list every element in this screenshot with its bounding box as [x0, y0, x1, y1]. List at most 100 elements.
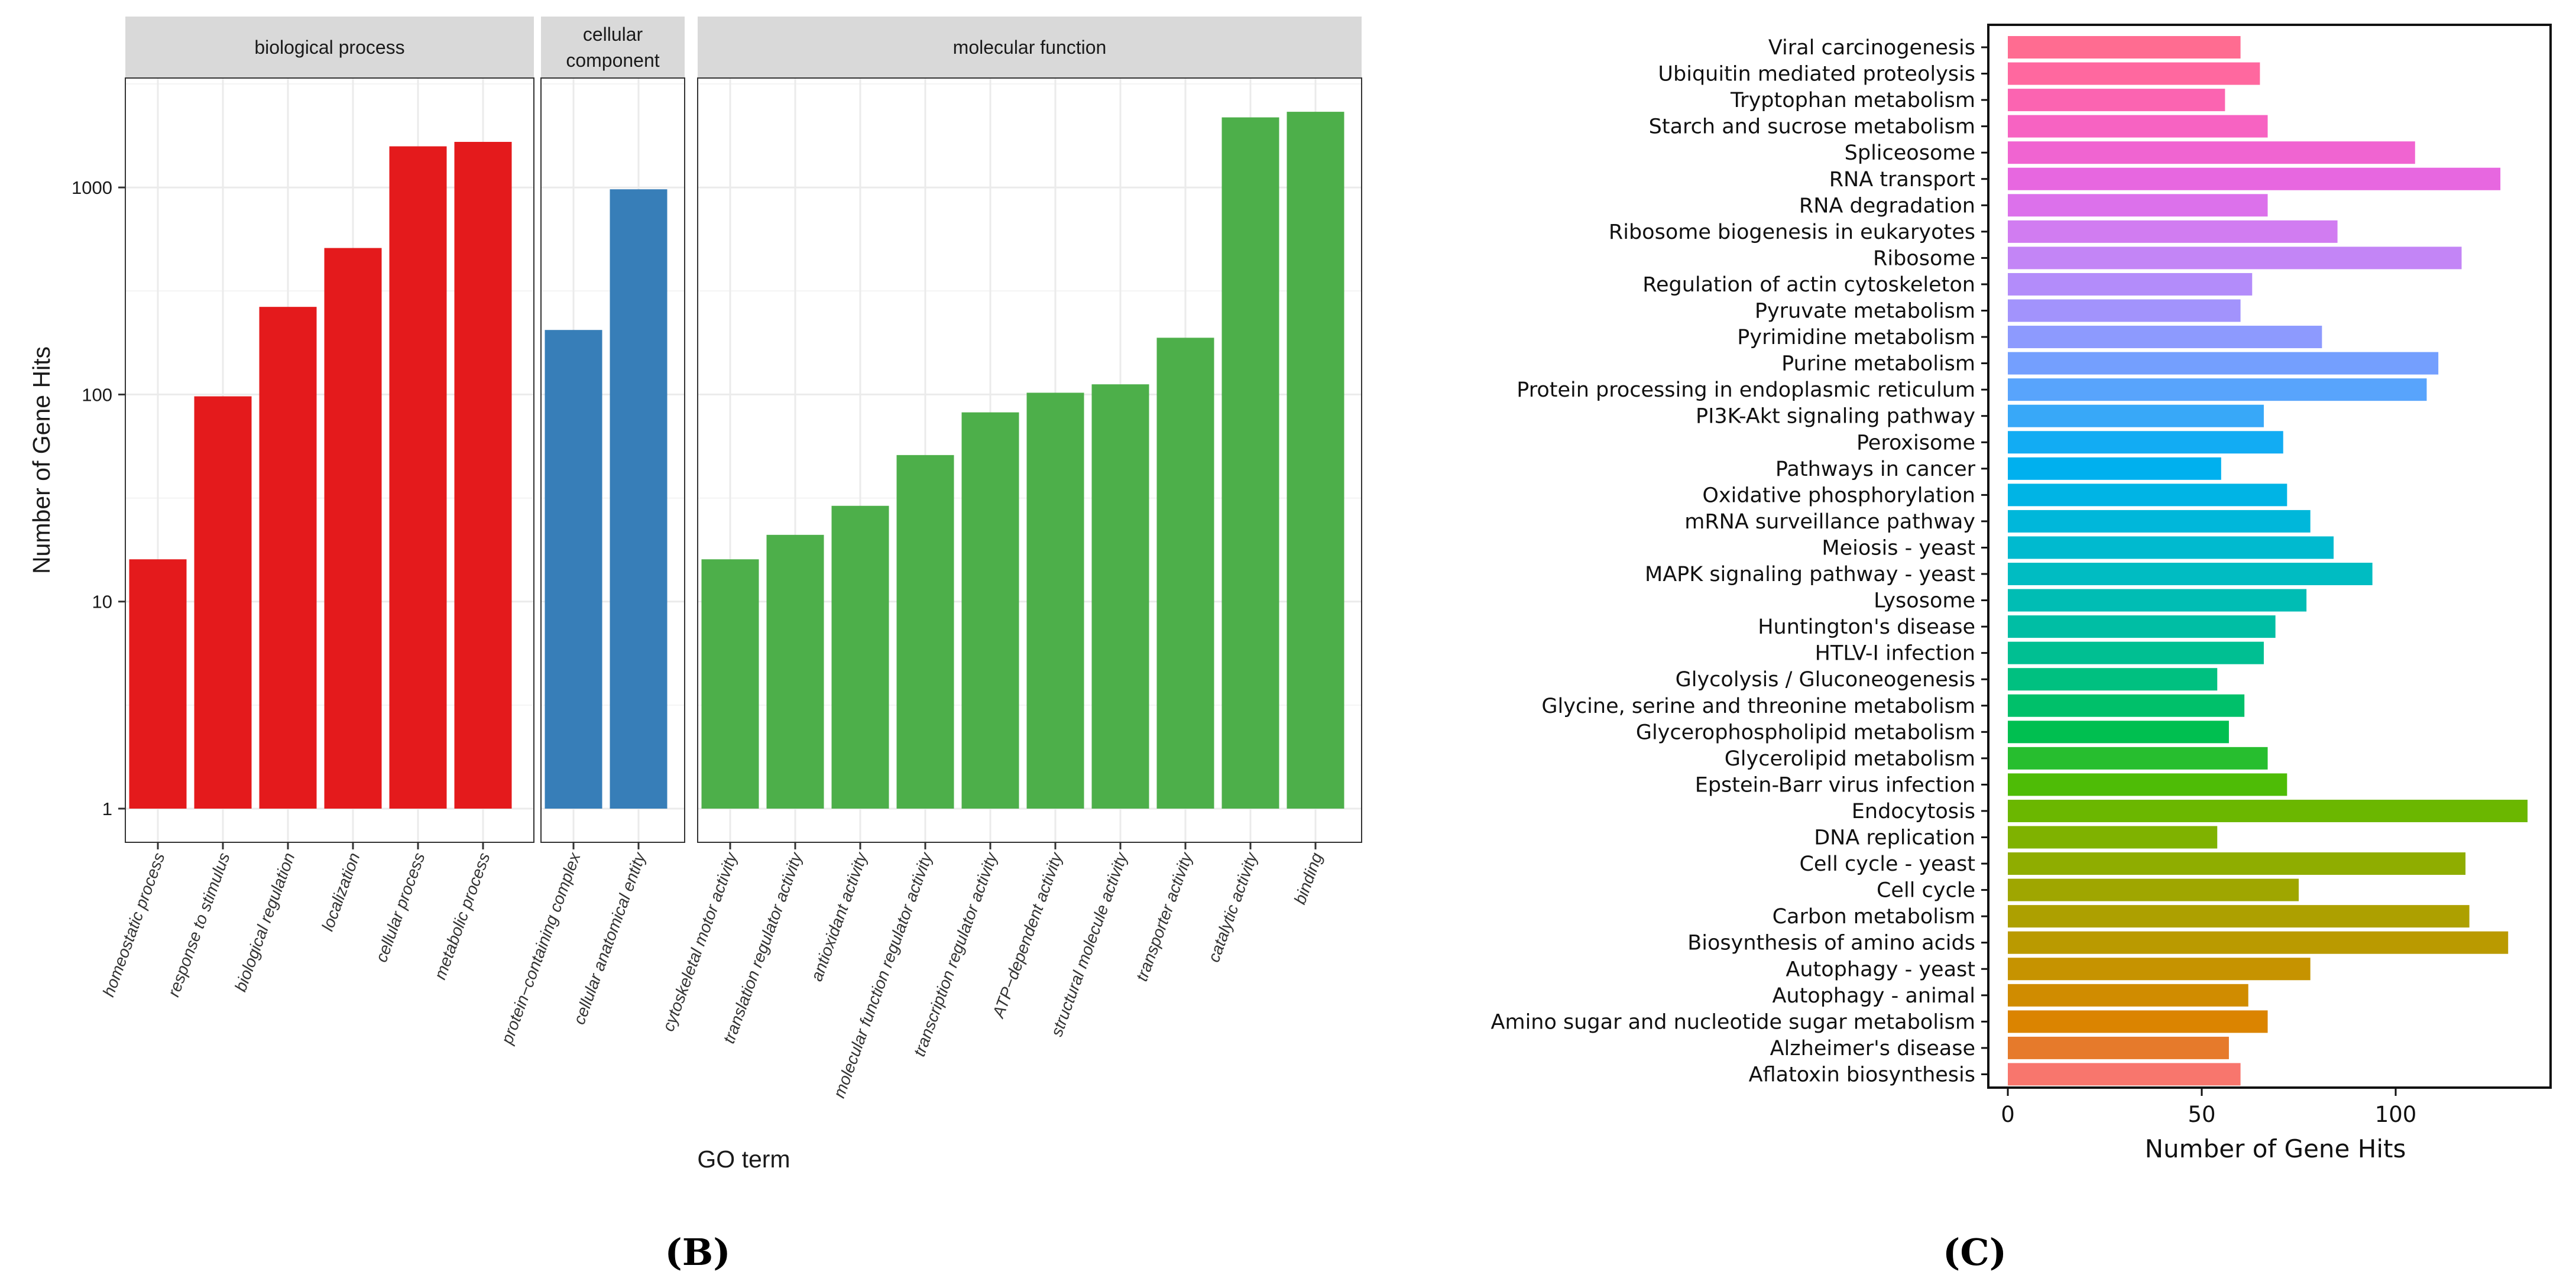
bar-transcription-regulator-activity — [961, 412, 1019, 809]
bar-mapk-signaling-pathway-yeast — [2008, 563, 2373, 585]
go-term-chart: 1 10 100 1000 Number of Gene Hits GO term biol… — [28, 17, 1362, 1173]
facet-strip-label: cellular — [583, 24, 643, 45]
y-tick-label-biosynthesis-of-amino-acids: Biosynthesis of amino acids — [1687, 932, 1975, 955]
facet-strip-bg — [698, 17, 1362, 78]
y-tick-label-glycolysis-gluconeogenesis: Glycolysis / Gluconeogenesis — [1676, 668, 1975, 692]
facet-strip-bg — [541, 17, 685, 78]
facet-strip-bg — [125, 17, 534, 78]
y-tick-label-protein-processing-in-endoplasmic-reticulum: Protein processing in endoplasmic reticu… — [1517, 378, 1975, 402]
facet-strip-label: component — [566, 50, 659, 71]
y-tick-label-cell-cycle: Cell cycle — [1877, 879, 1975, 903]
x-axis-title: GO term — [697, 1146, 790, 1173]
bar-ubiquitin-mediated-proteolysis — [2008, 62, 2260, 85]
bar-glycerophospholipid-metabolism — [2008, 721, 2229, 744]
bar-huntington-s-disease — [2008, 615, 2276, 638]
panel-label-b: (B) — [665, 1231, 730, 1274]
y-tick-label-viral-carcinogenesis: Viral carcinogenesis — [1768, 36, 1975, 60]
bar-molecular-function-regulator-activity — [896, 455, 954, 809]
bar-pi3k-akt-signaling-pathway — [2008, 404, 2264, 427]
y-tick-label-autophagy-yeast: Autophagy - yeast — [1786, 958, 1975, 981]
bar-biological-regulation — [259, 307, 317, 809]
bar-regulation-of-actin-cytoskeleton — [2008, 272, 2253, 296]
bar-dna-replication — [2008, 826, 2218, 849]
bar-alzheimer-s-disease — [2008, 1036, 2229, 1059]
facet-strip-label: molecular function — [953, 37, 1107, 58]
y-tick-label-meiosis-yeast: Meiosis - yeast — [1822, 536, 1975, 560]
bar-mrna-surveillance-pathway — [2008, 510, 2311, 533]
x-tick-label-structural-molecule-activity: structural molecule activity — [1047, 849, 1131, 1039]
y-tick-label-1000: 1000 — [72, 177, 112, 198]
y-tick-label-1: 1 — [102, 799, 112, 819]
bar-metabolic-process — [454, 142, 512, 809]
bar-autophagy-yeast — [2008, 958, 2311, 981]
bar-structural-molecule-activity — [1091, 384, 1149, 809]
bar-rna-degradation — [2008, 194, 2268, 217]
bar-catalytic-activity — [1221, 117, 1279, 809]
bar-htlv-i-infection — [2008, 641, 2264, 664]
x-tick-label-catalytic-activity: catalytic activity — [1204, 849, 1261, 965]
x-tick-label-100: 100 — [2375, 1102, 2417, 1127]
y-tick-label-dna-replication: DNA replication — [1814, 826, 1975, 850]
y-tick-label-cell-cycle-yeast: Cell cycle - yeast — [1799, 852, 1975, 876]
bar-peroxisome — [2008, 431, 2283, 454]
bar-pyrimidine-metabolism — [2008, 326, 2322, 349]
y-tick-label-starch-and-sucrose-metabolism: Starch and sucrose metabolism — [1649, 115, 1975, 139]
x-tick-label-atp-dependent-activity: ATP−dependent activity — [989, 849, 1066, 1021]
bar-autophagy-animal — [2008, 984, 2248, 1007]
bar-purine-metabolism — [2008, 352, 2439, 375]
facet-panel-border — [540, 77, 685, 843]
y-tick-label-mrna-surveillance-pathway: mRNA surveillance pathway — [1684, 510, 1975, 534]
bar-lysosome — [2008, 589, 2307, 612]
bar-pyruvate-metabolism — [2008, 299, 2241, 322]
facet-strip-label: biological process — [254, 37, 404, 58]
x-tick-label-transporter-activity: transporter activity — [1132, 849, 1196, 984]
y-tick-label-lysosome: Lysosome — [1874, 589, 1975, 613]
bar-spliceosome — [2008, 141, 2415, 164]
plot-frame-border — [1987, 24, 2552, 1089]
bar-endocytosis — [2008, 799, 2528, 822]
y-tick-label-htlv-i-infection: HTLV-I infection — [1815, 642, 1975, 666]
y-tick-label-autophagy-animal: Autophagy - animal — [1772, 984, 1975, 1008]
bar-tryptophan-metabolism — [2008, 89, 2225, 112]
x-tick-label-cellular-anatomical-entity: cellular anatomical entity — [570, 849, 650, 1027]
facet-panel-border — [125, 77, 534, 843]
bar-ribosome-biogenesis-in-eukaryotes — [2008, 220, 2338, 243]
y-tick-label-rna-degradation: RNA degradation — [1799, 194, 1975, 218]
bar-localization — [324, 248, 382, 809]
bar-cellular-anatomical-entity — [610, 189, 668, 809]
bar-amino-sugar-and-nucleotide-sugar-metabolism — [2008, 1010, 2268, 1033]
bar-cell-cycle — [2008, 878, 2299, 901]
y-tick-label-huntington-s-disease: Huntington's disease — [1758, 615, 1975, 639]
panel-label-c: (C) — [1943, 1231, 2007, 1274]
bar-glycerolipid-metabolism — [2008, 747, 2268, 770]
x-tick-label-biological-regulation: biological regulation — [231, 850, 299, 994]
y-tick-label-rna-transport: RNA transport — [1829, 168, 1975, 192]
y-tick-label-alzheimer-s-disease: Alzheimer's disease — [1770, 1037, 1975, 1060]
y-tick-label-endocytosis: Endocytosis — [1852, 800, 1975, 823]
x-tick-label-0: 0 — [2001, 1102, 2015, 1127]
x-tick-label-cellular-process: cellular process — [372, 850, 429, 964]
y-tick-label-glycerophospholipid-metabolism: Glycerophospholipid metabolism — [1636, 721, 1975, 744]
y-tick-label-amino-sugar-and-nucleotide-sugar-metabolism: Amino sugar and nucleotide sugar metabol… — [1491, 1010, 1975, 1034]
bar-cellular-process — [389, 146, 447, 809]
y-tick-label-pyruvate-metabolism: Pyruvate metabolism — [1755, 300, 1975, 323]
y-tick-label-oxidative-phosphorylation: Oxidative phosphorylation — [1702, 484, 1975, 507]
bar-protein-processing-in-endoplasmic-reticulum — [2008, 378, 2427, 401]
bar-antioxidant-activity — [831, 505, 889, 809]
y-tick-label-pathways-in-cancer: Pathways in cancer — [1775, 458, 1976, 481]
y-tick-label-glycine-serine-and-threonine-metabolism: Glycine, serine and threonine metabolism — [1541, 695, 1975, 718]
kegg-pathway-chart: Viral carcinogenesis Ubiquitin mediated p… — [1491, 24, 2552, 1163]
bar-binding — [1287, 112, 1344, 809]
y-tick-label-regulation-of-actin-cytoskeleton: Regulation of actin cytoskeleton — [1642, 273, 1975, 297]
bar-transporter-activity — [1156, 338, 1214, 809]
x-tick-label-metabolic-process: metabolic process — [430, 850, 493, 982]
facet-panel-border — [697, 77, 1362, 843]
y-tick-label-ribosome: Ribosome — [1873, 246, 1975, 270]
y-tick-label-100: 100 — [82, 384, 112, 405]
bar-glycolysis-gluconeogenesis — [2008, 668, 2218, 691]
bar-homeostatic-process — [129, 559, 187, 809]
y-tick-label-purine-metabolism: Purine metabolism — [1781, 352, 1975, 376]
bar-epstein-barr-virus-infection — [2008, 773, 2287, 796]
